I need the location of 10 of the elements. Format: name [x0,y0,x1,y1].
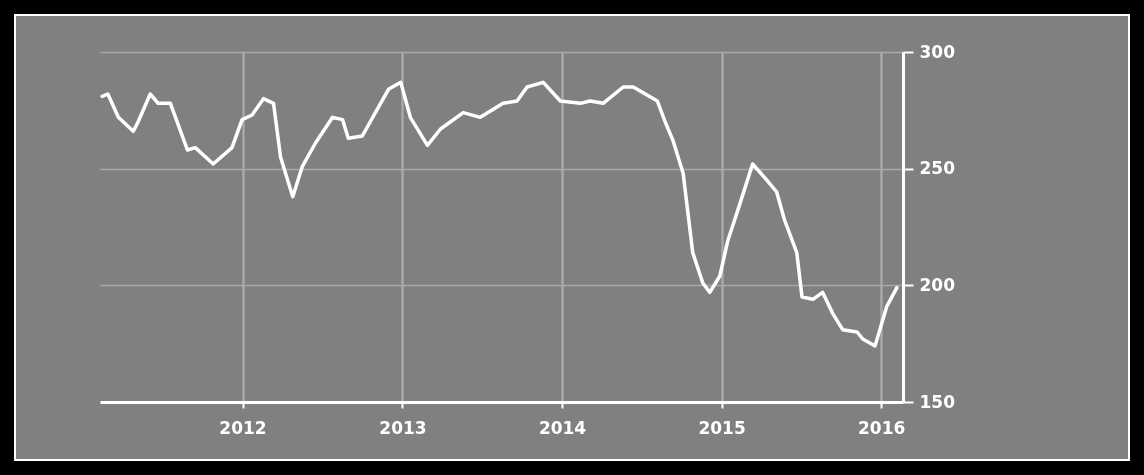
y-tick-label: 250 [919,158,956,179]
x-tick-label: 2015 [698,417,746,438]
x-tick-label: 2012 [219,417,267,438]
y-tick-label: 200 [919,274,956,295]
x-tick-label: 2013 [379,417,427,438]
x-tick-label: 2016 [857,417,906,438]
line-series [100,80,899,348]
y-tick-label: 300 [919,41,956,62]
x-tick-label: 2014 [538,417,587,438]
y-tick-label: 150 [919,391,956,412]
